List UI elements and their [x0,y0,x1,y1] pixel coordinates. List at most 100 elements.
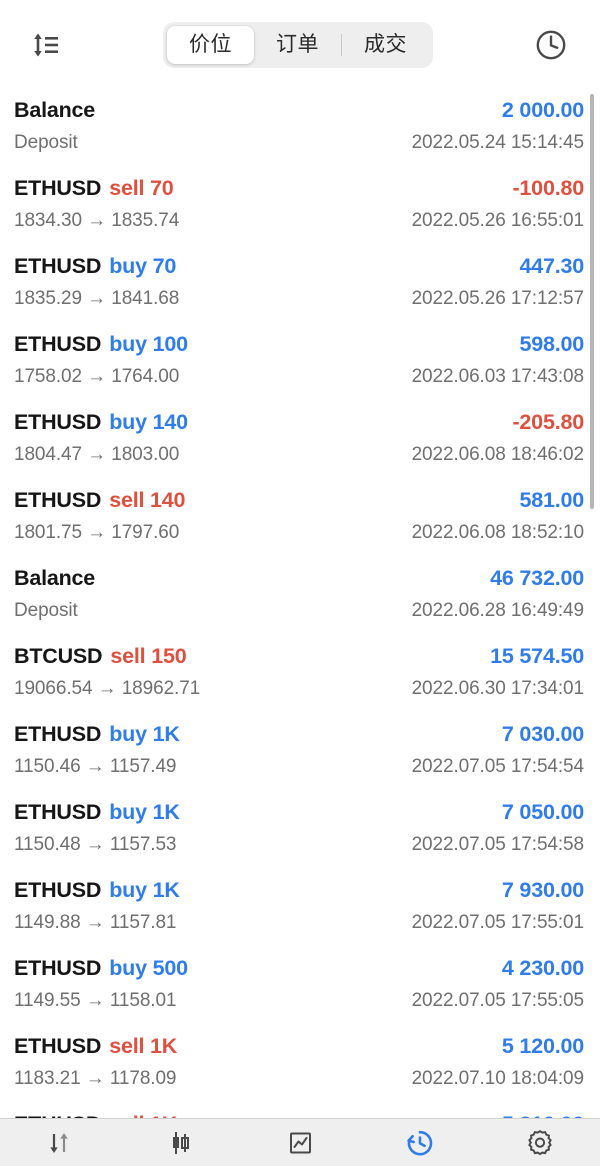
symbol-label: ETHUSD [14,1112,101,1118]
history-row[interactable]: ETHUSD sell 1K 5 120.00 1183.21 → 1178.09 20… [0,1026,600,1104]
period-filter-button[interactable] [524,18,578,72]
side-volume-label: buy 140 [109,410,188,434]
side-volume-label: sell 1K [109,1112,177,1118]
profit-value: -205.80 [512,410,584,434]
bottom-navigation [0,1118,600,1166]
history-row-primary: ETHUSD buy 1K 7 030.00 [14,722,584,754]
history-row[interactable]: ETHUSD buy 500 4 230.00 1149.55 → 1158.01 20… [0,948,600,1026]
history-row-primary: ETHUSD sell 1K 5 120.00 [14,1034,584,1066]
history-row[interactable]: ETHUSD sell 1K 5 210.00 [0,1104,600,1118]
history-row-symbol-group: ETHUSD buy 70 [14,254,176,279]
chart-frame-icon [285,1129,315,1157]
nav-quotes[interactable] [0,1119,120,1166]
history-row-secondary: Deposit 2022.06.28 16:49:49 [14,600,584,630]
history-row[interactable]: Balance 2 000.00 Deposit 2022.05.24 15:14:4… [0,90,600,168]
timestamp-label: 2022.07.05 17:54:54 [411,756,585,777]
symbol-label: ETHUSD [14,410,102,434]
history-row[interactable]: ETHUSD sell 140 581.00 1801.75 → 1797.60 202… [0,480,600,558]
history-row-primary: Balance 2 000.00 [14,98,584,130]
history-row-secondary: 1149.55 → 1158.01 2022.07.05 17:55:05 [14,990,584,1020]
history-row[interactable]: BTCUSD sell 150 15 574.50 19066.54 → 18962.… [0,636,600,714]
timestamp-label: 2022.05.26 17:12:57 [411,288,585,309]
history-row-secondary: 1149.88 → 1157.81 2022.07.05 17:55:01 [14,912,584,942]
history-row-secondary: 1804.47 → 1803.00 2022.06.08 18:46:02 [14,444,584,474]
profit-value: 15 574.50 [490,644,584,668]
history-row[interactable]: ETHUSD sell 70 -100.80 1834.30 → 1835.74 202… [0,168,600,246]
timestamp-label: 2022.07.05 17:54:58 [411,834,585,855]
timestamp-label: 2022.06.08 18:52:10 [411,522,585,543]
gear-icon [525,1128,555,1158]
history-row-symbol-group: BTCUSD sell 150 [14,644,187,669]
tab-price[interactable]: 价位 [167,26,254,64]
timestamp-label: 2022.06.03 17:43:08 [411,366,585,387]
history-row-secondary: Deposit 2022.05.24 15:14:45 [14,132,584,162]
history-row-symbol-group: ETHUSD buy 1K [14,878,180,903]
history-row[interactable]: ETHUSD buy 70 447.30 1835.29 → 1841.68 2022.… [0,246,600,324]
symbol-label: ETHUSD [14,878,102,902]
history-row-secondary: 1801.75 → 1797.60 2022.06.08 18:52:10 [14,522,584,552]
history-row-primary: ETHUSD buy 140 -205.80 [14,410,584,442]
history-row-primary: ETHUSD buy 500 4 230.00 [14,956,584,988]
price-transition-label: 19066.54 → 18962.71 [14,678,201,699]
header-bar: 价位 订单 成交 [0,0,600,90]
profit-value: 7 050.00 [501,800,584,824]
history-row[interactable]: Balance 46 732.00 Deposit 2022.06.28 16:49:… [0,558,600,636]
history-row-primary: Balance 46 732.00 [14,566,584,598]
profit-value: 5 120.00 [501,1034,584,1058]
history-row-symbol-group: Balance [14,98,95,123]
history-row[interactable]: ETHUSD buy 1K 7 030.00 1150.46 → 1157.49 202… [0,714,600,792]
profit-value: 598.00 [519,332,584,356]
history-row-symbol-group: ETHUSD buy 500 [14,956,188,981]
scrollbar-thumb[interactable] [590,94,594,509]
timestamp-label: 2022.07.10 18:04:09 [411,1068,585,1089]
timestamp-label: 2022.07.05 17:55:01 [411,912,585,933]
price-transition-label: 1149.88 → 1157.81 [14,912,177,933]
history-row[interactable]: ETHUSD buy 140 -205.80 1804.47 → 1803.00 202… [0,402,600,480]
nav-charts[interactable] [240,1119,360,1166]
nav-trade[interactable] [120,1119,240,1166]
history-row-symbol-group: ETHUSD sell 1K [14,1034,177,1059]
price-transition-label: 1834.30 → 1835.74 [14,210,180,231]
tab-orders[interactable]: 订单 [254,26,341,64]
history-row-secondary: 1183.21 → 1178.09 2022.07.10 18:04:09 [14,1068,584,1098]
symbol-label: ETHUSD [14,332,102,356]
price-transition-label: 1149.55 → 1158.01 [14,990,177,1011]
symbol-label: ETHUSD [14,176,102,200]
history-row[interactable]: ETHUSD buy 1K 7 050.00 1150.48 → 1157.53 202… [0,792,600,870]
view-mode-segmented-control[interactable]: 价位 订单 成交 [163,22,433,68]
profit-value: 5 210.00 [502,1112,584,1118]
sort-button[interactable] [18,18,72,72]
symbol-label: BTCUSD [14,644,103,668]
history-row-symbol-group: ETHUSD buy 100 [14,332,188,357]
symbol-label: Balance [14,566,96,590]
history-row-secondary: 1150.48 → 1157.53 2022.07.05 17:54:58 [14,834,584,864]
clock-icon [534,28,568,62]
profit-value: 46 732.00 [490,566,584,590]
profit-value: -100.80 [512,176,584,200]
side-volume-label: buy 70 [109,254,177,278]
tab-deals[interactable]: 成交 [342,26,429,64]
profit-value: 447.30 [519,254,584,278]
nav-history[interactable] [360,1119,480,1166]
segment-divider [341,34,342,56]
history-row-primary: ETHUSD sell 140 581.00 [14,488,584,520]
history-row-symbol-group: ETHUSD sell 140 [14,488,186,513]
history-list: Balance 2 000.00 Deposit 2022.05.24 15:14:4… [0,90,600,1118]
history-row[interactable]: ETHUSD buy 100 598.00 1758.02 → 1764.00 2022… [0,324,600,402]
nav-settings[interactable] [480,1119,600,1166]
history-list-container[interactable]: Balance 2 000.00 Deposit 2022.05.24 15:14:4… [0,90,600,1118]
candlestick-icon [165,1129,195,1157]
symbol-label: ETHUSD [14,254,102,278]
tab-deals-label: 成交 [364,33,407,56]
symbol-label: ETHUSD [14,1034,102,1058]
side-volume-label: sell 150 [110,644,187,668]
tab-price-label: 价位 [189,33,232,56]
history-row[interactable]: ETHUSD buy 1K 7 930.00 1149.88 → 1157.81 202… [0,870,600,948]
clock-history-icon [404,1128,436,1158]
profit-value: 581.00 [519,488,584,512]
side-volume-label: buy 100 [109,332,188,356]
side-volume-label: sell 140 [109,488,186,512]
history-row-primary: BTCUSD sell 150 15 574.50 [14,644,584,676]
symbol-label: ETHUSD [14,488,102,512]
